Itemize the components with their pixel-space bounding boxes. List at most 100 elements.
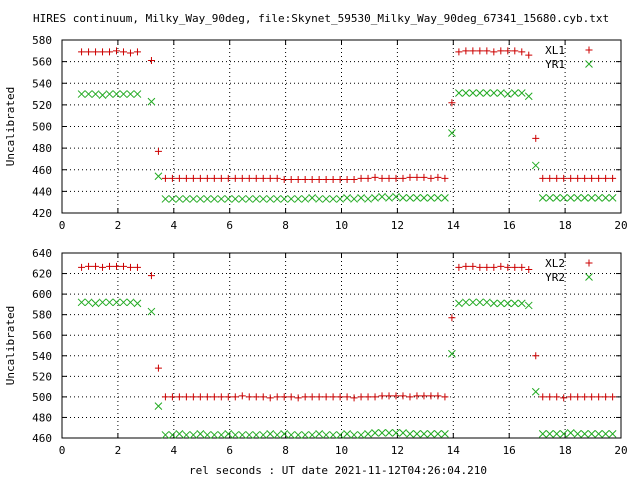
data-point-yr2 (273, 431, 282, 439)
data-point-xl1 (78, 48, 86, 56)
data-point-xl1 (85, 48, 93, 56)
data-point-yr2 (336, 431, 344, 439)
data-point-yr2 (112, 298, 121, 307)
data-point-xl2 (378, 392, 386, 400)
data-point-yr2 (133, 299, 142, 308)
data-point-yr2 (496, 299, 505, 308)
data-point-yr2 (427, 430, 435, 438)
data-point-xl2 (539, 393, 547, 401)
data-point-yr2 (566, 429, 575, 437)
data-point-xl2 (106, 262, 114, 270)
x-tick-label: 2 (115, 219, 122, 232)
data-point-xl2 (154, 364, 162, 372)
data-point-yr2 (154, 402, 163, 410)
data-point-xl1 (175, 174, 183, 182)
data-point-yr2 (462, 298, 470, 307)
data-point-xl2 (113, 262, 121, 270)
data-point-yr2 (357, 431, 365, 439)
x-tick-label: 14 (447, 219, 461, 232)
data-point-yr1 (580, 194, 589, 202)
data-point-yr1 (601, 194, 610, 202)
x-tick-label: 2 (115, 444, 122, 457)
data-point-yr2 (455, 299, 463, 308)
data-point-xl1 (385, 174, 393, 182)
data-point-xl2 (518, 263, 526, 271)
y-tick-label: 420 (32, 207, 52, 220)
data-point-xl1 (609, 174, 617, 182)
data-point-yr2 (84, 298, 93, 307)
data-point-xl2 (441, 393, 449, 401)
y-axis-label: Uncalibrated (4, 306, 17, 385)
y-tick-label: 540 (32, 77, 52, 90)
data-point-xl2 (420, 392, 428, 400)
data-point-xl1 (455, 48, 463, 56)
data-point-yr2 (105, 298, 114, 307)
data-point-xl1 (483, 47, 491, 55)
data-point-xl1 (224, 174, 232, 182)
data-point-yr1 (315, 195, 323, 203)
data-point-xl2 (413, 392, 421, 400)
data-point-xl2 (364, 393, 372, 401)
data-point-yr1 (496, 89, 505, 97)
data-point-yr1 (231, 195, 240, 203)
data-point-xl2 (315, 393, 323, 401)
y-tick-label: 640 (32, 247, 52, 260)
data-point-yr1 (455, 89, 463, 97)
data-point-xl2 (455, 263, 463, 271)
data-point-yr1 (161, 195, 170, 203)
data-point-yr1 (475, 89, 484, 97)
data-point-xl2 (133, 263, 141, 271)
data-point-xl1 (217, 174, 225, 182)
data-point-yr1 (189, 195, 198, 203)
legend-label-yr1: YR1 (545, 58, 565, 71)
data-point-xl2 (574, 393, 582, 401)
x-axis-label: rel seconds : UT date 2021-11-12T04:26:0… (189, 464, 487, 477)
data-point-xl1 (315, 175, 323, 183)
legend-marker-xl2 (585, 259, 593, 267)
data-point-yr2 (538, 430, 547, 438)
data-point-yr1 (510, 89, 519, 97)
y-tick-label: 560 (32, 329, 52, 342)
x-tick-label: 6 (226, 444, 233, 457)
data-point-yr2 (315, 430, 323, 438)
data-point-xl1 (560, 174, 568, 182)
data-point-xl2 (602, 393, 610, 401)
data-point-xl1 (371, 173, 379, 181)
data-point-yr1 (273, 195, 282, 203)
data-point-xl1 (546, 174, 554, 182)
data-point-yr2 (580, 430, 589, 438)
data-point-yr1 (105, 90, 114, 98)
data-point-xl1 (245, 174, 253, 182)
chart-panel-top: 0 2 4 6 8 10 12 14 16 18 20 420 440 460 480 500 520 540 56… (4, 34, 628, 232)
data-point-xl1 (518, 48, 526, 56)
data-point-xl2 (392, 392, 400, 400)
data-point-xl1 (161, 174, 169, 182)
data-point-xl1 (469, 47, 477, 55)
data-point-xl2 (371, 393, 379, 401)
data-point-xl2 (175, 393, 183, 401)
data-point-yr1 (280, 195, 289, 203)
data-point-xl2 (168, 393, 176, 401)
data-point-xl1 (301, 175, 309, 183)
data-point-xl1 (322, 175, 330, 183)
data-point-xl2 (182, 393, 190, 401)
data-point-yr2 (573, 430, 582, 438)
data-point-xl1 (399, 174, 407, 182)
y-tick-label: 580 (32, 34, 52, 47)
data-point-xl2 (434, 392, 442, 400)
data-point-xl2 (119, 262, 127, 270)
data-point-xl2 (126, 263, 134, 271)
legend-marker-xl1 (585, 46, 593, 54)
data-point-xl1 (434, 173, 442, 181)
data-point-xl2 (504, 263, 512, 271)
data-point-yr1 (406, 194, 414, 202)
data-point-yr1 (119, 90, 128, 98)
data-point-xl1 (497, 47, 505, 55)
data-point-xl2 (567, 393, 575, 401)
data-point-xl2 (301, 393, 309, 401)
data-point-xl1 (231, 174, 239, 182)
data-point-yr1 (413, 194, 421, 202)
data-point-xl1 (581, 174, 589, 182)
x-tick-label: 12 (391, 444, 404, 457)
data-point-xl2 (483, 263, 491, 271)
